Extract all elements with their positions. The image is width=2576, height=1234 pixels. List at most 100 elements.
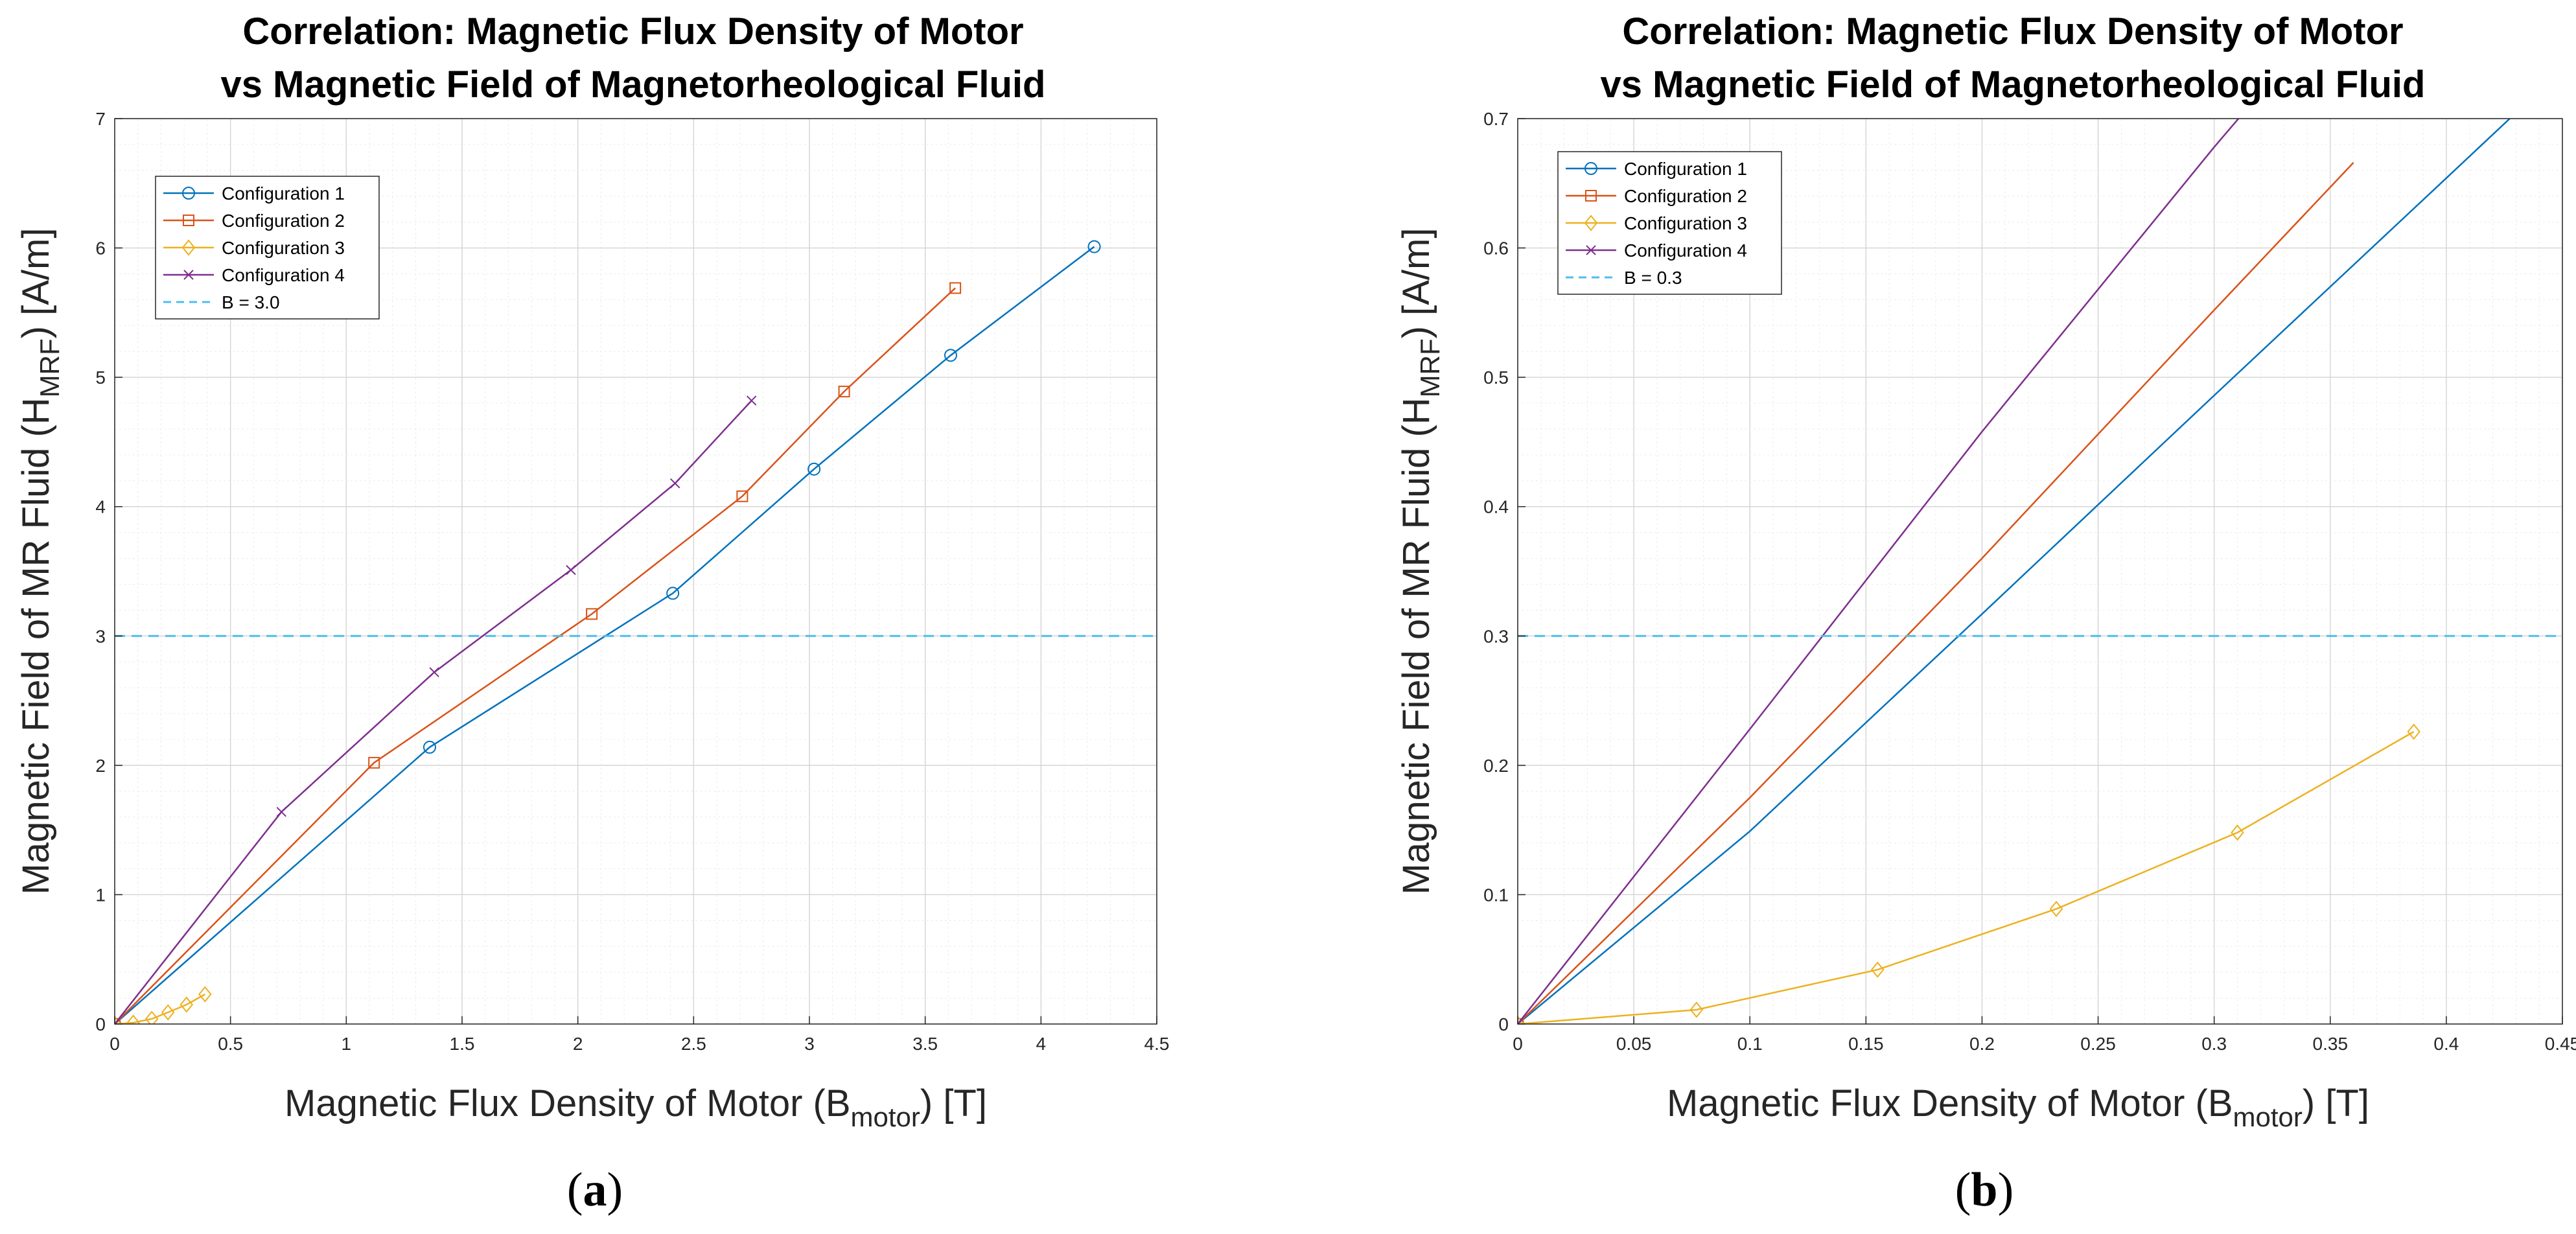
chart-a-xtick-label: 1.5	[450, 1034, 475, 1054]
chart-b-ytick-label: 0.6	[1483, 239, 1509, 259]
chart-b-xtick-label: 0.35	[2313, 1034, 2349, 1054]
chart-a-xlabel: Magnetic Flux Density of Motor (Bmotor) …	[284, 1082, 987, 1132]
chart-a-ytick-label: 3	[95, 626, 106, 646]
chart-b-series-1-line	[1518, 119, 2511, 1024]
chart-a-series-4-point	[566, 565, 576, 576]
chart-a: Correlation: Magnetic Flux Density of Mo…	[15, 10, 1169, 1217]
chart-a-series-4-point	[276, 806, 286, 817]
chart-b-title-line1: Correlation: Magnetic Flux Density of Mo…	[1622, 10, 2403, 52]
chart-b-legend-marker	[1584, 162, 1597, 175]
chart-a-legend-label: Configuration 3	[222, 238, 345, 258]
chart-a-ylabel-prefix: Magnetic Field of MR Fluid (H	[15, 397, 57, 894]
chart-a-title-line2: vs Magnetic Field of Magnetorheological …	[221, 64, 1046, 106]
chart-a-series-1-line	[115, 246, 1095, 1024]
chart-b-series-2-line	[1518, 162, 2354, 1024]
chart-a-series-3-point	[115, 1016, 122, 1024]
chart-a-series	[115, 240, 1157, 1024]
chart-a-legend-label: B = 3.0	[222, 292, 280, 312]
chart-a-ytick-label: 4	[95, 497, 106, 517]
chart-b-xlabel-suffix: ) [T]	[2303, 1082, 2369, 1124]
chart-b-series-4-line	[1518, 119, 2240, 1024]
chart-a-axes-box	[114, 118, 1157, 1025]
chart-b-ylabel-sub: MRF	[1415, 338, 1445, 397]
chart-b-ytick-label: 0.3	[1483, 626, 1509, 646]
chart-a-series-3-point	[145, 1010, 159, 1024]
chart-a-legend-label: Configuration 4	[222, 265, 345, 285]
chart-a-xtick-label: 2	[573, 1034, 583, 1054]
chart-a-series-1-point	[807, 462, 821, 476]
chart-a-series-1-point	[423, 740, 436, 754]
chart-b-legend-marker	[1584, 215, 1598, 231]
chart-b-xlabel-prefix: Magnetic Flux Density of Motor (B	[1667, 1082, 2233, 1124]
chart-a-series-4-point	[115, 1019, 120, 1024]
chart-b-ytick-label: 0	[1498, 1014, 1509, 1034]
chart-b-ylabel-prefix: Magnetic Field of MR Fluid (H	[1395, 397, 1437, 894]
chart-a-series-1-point	[666, 587, 680, 600]
chart-a-xtick-label: 0	[110, 1034, 120, 1054]
chart-b-legend-label: Configuration 3	[1624, 213, 1747, 233]
chart-a-series-4-line	[115, 400, 752, 1024]
chart-b-xtick-label: 0.2	[1969, 1034, 1995, 1054]
chart-a-ytick-label: 1	[95, 885, 106, 905]
chart-a-series-4-point	[670, 478, 680, 489]
chart-a-series-2-point	[838, 386, 850, 398]
chart-b-ytick-label: 0.4	[1483, 497, 1509, 517]
chart-b-legend-label: B = 0.3	[1624, 268, 1682, 288]
chart-b-series-3-point	[2231, 824, 2244, 841]
chart-a-xlabel-suffix: ) [T]	[920, 1082, 987, 1124]
chart-b-legend-marker	[1585, 190, 1597, 202]
chart-b-legend-label: Configuration 2	[1624, 186, 1747, 206]
chart-a-xtick-label: 4.5	[1144, 1034, 1170, 1054]
chart-a-series-2-point	[949, 282, 962, 294]
chart-a-legend-marker	[182, 187, 195, 200]
chart-a-xtick-label: 0.5	[218, 1034, 243, 1054]
chart-b: Correlation: Magnetic Flux Density of Mo…	[1395, 10, 2576, 1217]
chart-b-ylabel-suffix: ) [A/m]	[1395, 228, 1437, 339]
chart-a-legend-label: Configuration 2	[222, 211, 345, 231]
chart-a-series-4-point	[429, 667, 439, 677]
chart-b-series-3-point	[2407, 723, 2421, 740]
chart-a-series-3-point	[161, 1004, 175, 1021]
chart-a-ytick-label: 0	[95, 1014, 106, 1034]
chart-a-legend-label: Configuration 1	[222, 183, 345, 204]
chart-a-ylabel: Magnetic Field of MR Fluid (HMRF) [A/m]	[15, 228, 65, 895]
chart-a-series-3-point	[180, 996, 194, 1013]
chart-b-ytick-label: 0.2	[1483, 756, 1509, 776]
chart-a-series-1-point	[944, 349, 957, 362]
chart-a-ylabel-sub: MRF	[34, 338, 65, 397]
chart-a-panel-label: (a)	[567, 1163, 623, 1217]
chart-b-panel-letter: b	[1971, 1163, 1997, 1217]
chart-b-series-3-point	[2049, 900, 2063, 917]
chart-b-xtick-label: 0.45	[2545, 1034, 2576, 1054]
chart-a-legend-marker	[183, 215, 194, 226]
chart-a-xtick-label: 2.5	[681, 1034, 706, 1054]
chart-a-series-2-line	[115, 287, 956, 1024]
chart-a-ylabel-suffix: ) [A/m]	[15, 228, 57, 339]
chart-a-panel-letter: a	[583, 1163, 607, 1217]
chart-a-legend: Configuration 1 Configuration 2 Configurat…	[155, 176, 380, 320]
chart-a-ytick-label: 6	[95, 239, 106, 259]
chart-b-ticks: 0 0.05 0.1 0.15 0.2 0.25 0.3 0.35 0.4 0.45 0 0.1 0.2…	[1483, 109, 2576, 1054]
chart-a-series-2-point	[368, 756, 380, 769]
chart-b-series-3-point	[1870, 961, 1885, 978]
chart-b-xtick-label: 0	[1513, 1034, 1523, 1054]
chart-a-xlabel-sub: motor	[851, 1102, 920, 1132]
chart-a-legend-marker	[181, 239, 196, 256]
chart-b-ytick-label: 0.7	[1483, 109, 1509, 129]
chart-a-series-4-point	[746, 395, 757, 406]
chart-b-axes-box	[1517, 118, 2563, 1025]
chart-a-xtick-label: 1	[342, 1034, 352, 1054]
chart-b-ylabel: Magnetic Field of MR Fluid (HMRF) [A/m]	[1395, 228, 1445, 895]
chart-a-title-line1: Correlation: Magnetic Flux Density of Mo…	[242, 10, 1023, 52]
chart-b-series	[1518, 119, 2562, 1024]
chart-b-title-line2: vs Magnetic Field of Magnetorheological …	[1601, 64, 2426, 106]
chart-a-series-1-point	[1087, 240, 1101, 253]
chart-b-series-3-point	[1518, 1016, 1525, 1024]
chart-b-xtick-label: 0.05	[1616, 1034, 1652, 1054]
chart-b-legend-marker	[1586, 245, 1596, 255]
chart-a-legend-marker	[183, 270, 194, 280]
chart-b-legend-label: Configuration 1	[1624, 159, 1747, 179]
chart-b-xtick-label: 0.1	[1737, 1034, 1763, 1054]
chart-b-legend-label: Configuration 4	[1624, 240, 1747, 261]
